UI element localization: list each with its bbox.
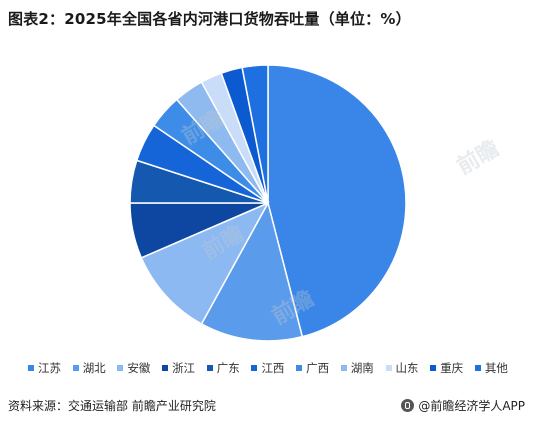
legend-label: 其他: [484, 361, 508, 375]
qianzhan-logo-icon: [401, 399, 415, 412]
legend-label: 重庆: [440, 361, 464, 375]
footer: 资料来源：交通运输部 前瞻产业研究院 @前瞻经济学人APP: [0, 393, 535, 426]
pie-chart: [129, 64, 407, 342]
legend-swatch: [72, 365, 79, 371]
chart-legend: 江苏 湖北 安徽 浙江 广东 江西 广西 湖南 山东 重庆 其他: [28, 360, 508, 376]
legend-label: 湖南: [350, 361, 374, 375]
legend-swatch: [474, 365, 481, 371]
legend-swatch: [117, 365, 124, 371]
legend-item: 山东: [385, 360, 419, 376]
legend-label: 湖北: [82, 361, 106, 375]
legend-item: 安徽: [117, 360, 150, 376]
pie-slice-0: [267, 64, 407, 338]
pie-slice-10: [241, 64, 269, 204]
legend-label: 广东: [216, 361, 240, 375]
legend-item: 其他: [474, 360, 508, 376]
legend-swatch: [28, 365, 34, 371]
legend-label: 江苏: [38, 361, 61, 375]
source-text: 资料来源：交通运输部 前瞻产业研究院: [8, 399, 216, 413]
legend-item: 广西: [296, 360, 329, 376]
legend-label: 江西: [261, 361, 285, 375]
credit: @前瞻经济学人APP: [401, 397, 525, 414]
legend-item: 湖北: [72, 360, 106, 376]
credit-text: @前瞻经济学人APP: [418, 399, 525, 413]
legend-item: 浙江: [162, 360, 195, 376]
legend-label: 安徽: [127, 361, 151, 375]
legend-swatch: [251, 365, 258, 371]
legend-swatch: [296, 365, 303, 371]
pie-slice-1: [200, 200, 304, 342]
legend-swatch: [385, 365, 392, 371]
legend-swatch: [206, 365, 213, 371]
pie-slice-2: [140, 201, 270, 325]
legend-item: 江苏: [28, 360, 61, 376]
legend-item: 江西: [251, 360, 284, 376]
legend-swatch: [340, 365, 347, 371]
legend-item: 广东: [206, 360, 240, 376]
legend-swatch: [162, 365, 169, 371]
legend-item: 重庆: [430, 360, 463, 376]
chart-title: 图表2：2025年全国各省内河港口货物吞吐量（单位：%）: [8, 10, 411, 28]
legend-label: 山东: [395, 361, 419, 375]
legend-swatch: [430, 365, 437, 371]
pie-slices: [129, 64, 407, 342]
legend-label: 浙江: [172, 361, 196, 375]
legend-item: 湖南: [340, 360, 374, 376]
legend-label: 广西: [306, 361, 330, 375]
